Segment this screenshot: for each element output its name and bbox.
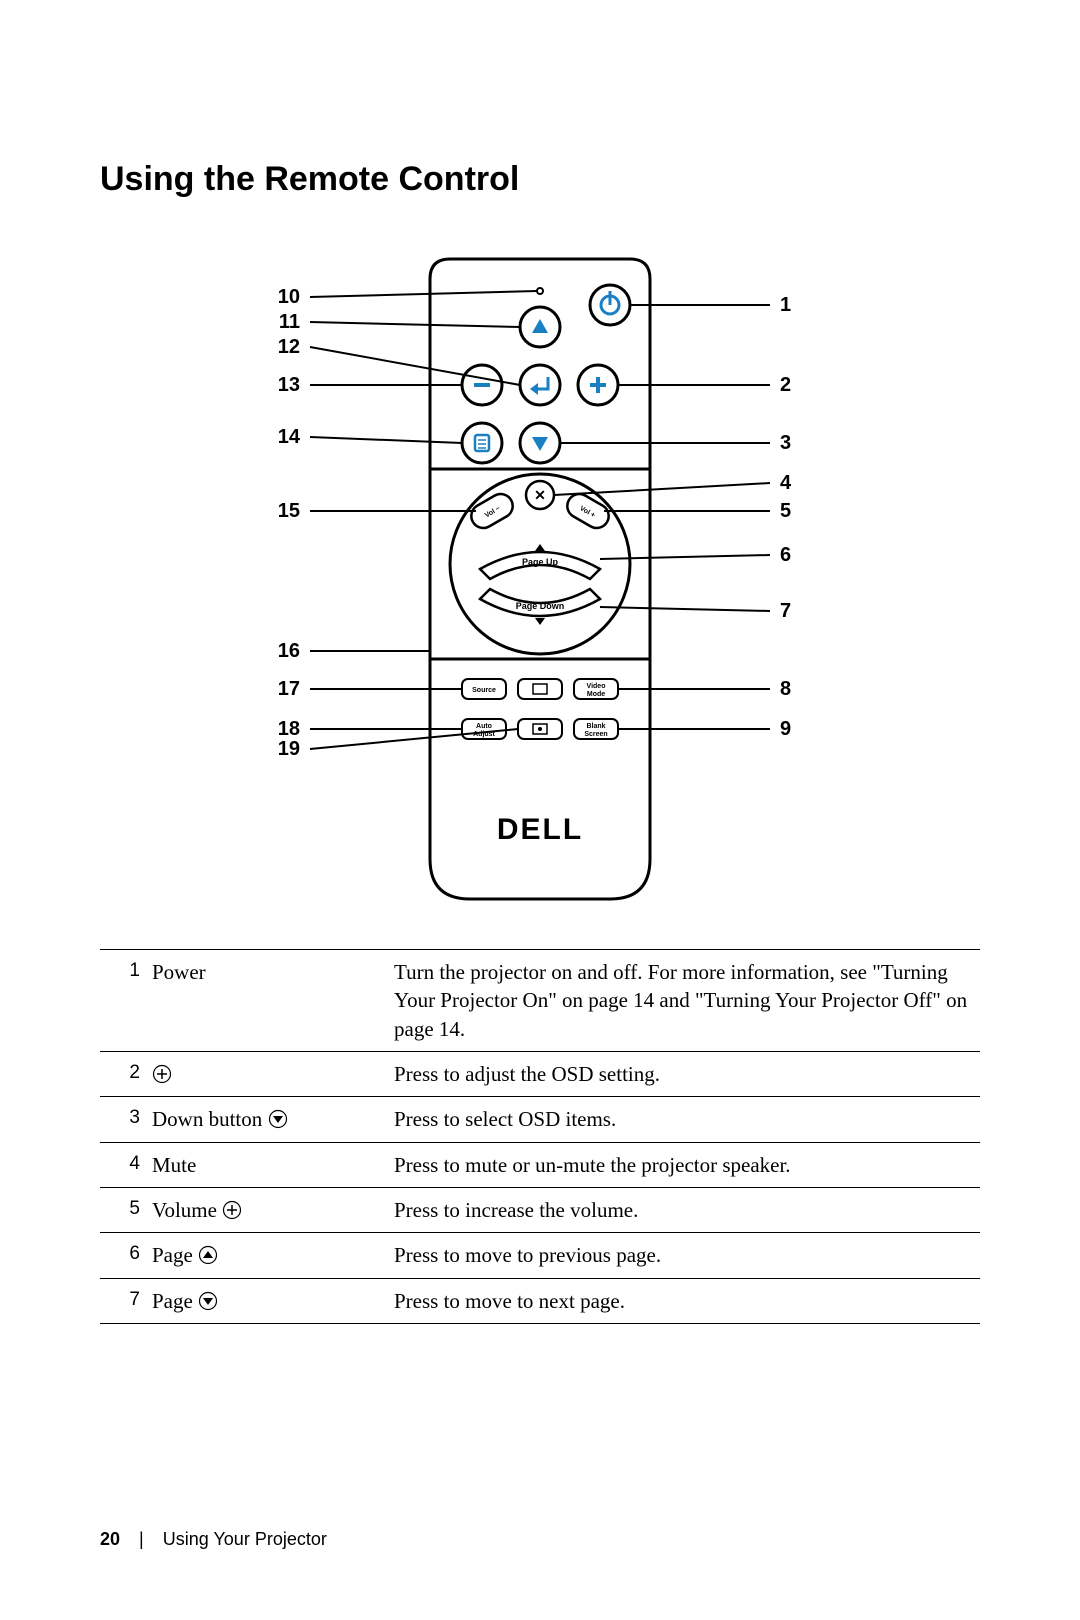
svg-text:✕: ✕ — [534, 487, 546, 503]
plus-icon — [222, 1200, 242, 1220]
legend-name: Volume — [146, 1188, 388, 1233]
svg-text:Auto: Auto — [476, 723, 492, 730]
table-row: 5Volume Press to increase the volume. — [100, 1188, 980, 1233]
svg-text:6: 6 — [780, 544, 791, 566]
source-button-icon: Source — [472, 687, 496, 694]
legend-num: 1 — [100, 950, 146, 1052]
legend-num: 5 — [100, 1188, 146, 1233]
down-icon — [198, 1291, 218, 1311]
svg-text:Page Up: Page Up — [522, 557, 559, 567]
svg-text:13: 13 — [278, 374, 300, 396]
legend-table: 1PowerTurn the projector on and off. For… — [100, 949, 980, 1324]
legend-num: 6 — [100, 1233, 146, 1278]
legend-desc: Press to select OSD items. — [388, 1097, 980, 1142]
footer-section: Using Your Projector — [163, 1529, 327, 1549]
svg-text:4: 4 — [780, 472, 792, 494]
svg-text:10: 10 — [278, 286, 300, 308]
legend-desc: Press to move to next page. — [388, 1278, 980, 1323]
svg-text:14: 14 — [278, 426, 301, 448]
svg-text:2: 2 — [780, 374, 791, 396]
callout-numbers-left: 10 11 12 13 14 15 16 17 18 19 — [278, 286, 301, 760]
legend-desc: Press to mute or un-mute the projector s… — [388, 1142, 980, 1187]
table-row: 4MutePress to mute or un-mute the projec… — [100, 1142, 980, 1187]
svg-text:1: 1 — [780, 294, 791, 316]
legend-num: 2 — [100, 1052, 146, 1097]
svg-text:Page Down: Page Down — [516, 601, 565, 611]
legend-name: Page — [146, 1233, 388, 1278]
legend-name: Power — [146, 950, 388, 1052]
svg-text:11: 11 — [279, 311, 300, 333]
svg-text:3: 3 — [780, 432, 791, 454]
middle-panel: ✕ Vol − Vol + Page Up — [450, 474, 630, 654]
svg-text:Blank: Blank — [586, 723, 605, 730]
table-row: 1PowerTurn the projector on and off. For… — [100, 950, 980, 1052]
legend-num: 4 — [100, 1142, 146, 1187]
table-row: 7Page Press to move to next page. — [100, 1278, 980, 1323]
legend-desc: Press to adjust the OSD setting. — [388, 1052, 980, 1097]
footer-separator: | — [139, 1529, 144, 1549]
svg-text:18: 18 — [278, 718, 300, 740]
up-icon — [198, 1245, 218, 1265]
legend-num: 3 — [100, 1097, 146, 1142]
legend-desc: Press to increase the volume. — [388, 1188, 980, 1233]
legend-num: 7 — [100, 1278, 146, 1323]
legend-name: Page — [146, 1278, 388, 1323]
svg-text:8: 8 — [780, 678, 791, 700]
svg-text:Screen: Screen — [584, 731, 607, 738]
plus-icon — [152, 1064, 172, 1084]
svg-text:Video: Video — [587, 683, 606, 690]
table-row: 2 Press to adjust the OSD setting. — [100, 1052, 980, 1097]
svg-text:19: 19 — [278, 738, 300, 760]
brand-logo: DELL — [497, 813, 583, 846]
page-number: 20 — [100, 1529, 120, 1549]
page-footer: 20 | Using Your Projector — [100, 1529, 327, 1550]
svg-text:17: 17 — [278, 678, 300, 700]
callout-numbers-right: 1 2 3 4 5 6 7 8 9 — [780, 294, 792, 740]
svg-text:12: 12 — [278, 336, 300, 358]
remote-diagram: DELL — [230, 239, 850, 919]
legend-desc: Press to move to previous page. — [388, 1233, 980, 1278]
table-row: 6Page Press to move to previous page. — [100, 1233, 980, 1278]
svg-text:15: 15 — [278, 500, 300, 522]
aspect1-button-icon — [518, 679, 562, 699]
svg-text:5: 5 — [780, 500, 791, 522]
svg-text:7: 7 — [780, 600, 791, 622]
down-icon — [268, 1109, 288, 1129]
legend-name: Mute — [146, 1142, 388, 1187]
svg-text:Mode: Mode — [587, 691, 605, 698]
table-row: 3Down button Press to select OSD items. — [100, 1097, 980, 1142]
power-button-icon — [590, 285, 630, 325]
svg-text:16: 16 — [278, 640, 300, 662]
legend-name: Down button — [146, 1097, 388, 1142]
legend-name — [146, 1052, 388, 1097]
remote-diagram-container: DELL — [100, 239, 980, 919]
legend-desc: Turn the projector on and off. For more … — [388, 950, 980, 1052]
section-title: Using the Remote Control — [100, 160, 980, 199]
svg-text:9: 9 — [780, 718, 791, 740]
